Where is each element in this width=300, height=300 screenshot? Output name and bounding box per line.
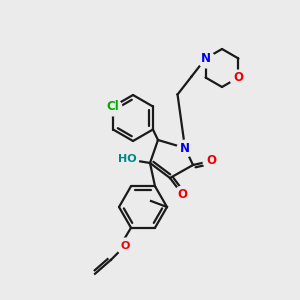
- Text: O: O: [177, 188, 187, 200]
- Text: O: O: [206, 154, 216, 167]
- Text: O: O: [120, 241, 130, 251]
- Text: N: N: [180, 142, 190, 154]
- Text: N: N: [200, 52, 211, 65]
- Text: HO: HO: [118, 154, 136, 164]
- Text: O: O: [233, 71, 244, 84]
- Text: Cl: Cl: [107, 100, 119, 113]
